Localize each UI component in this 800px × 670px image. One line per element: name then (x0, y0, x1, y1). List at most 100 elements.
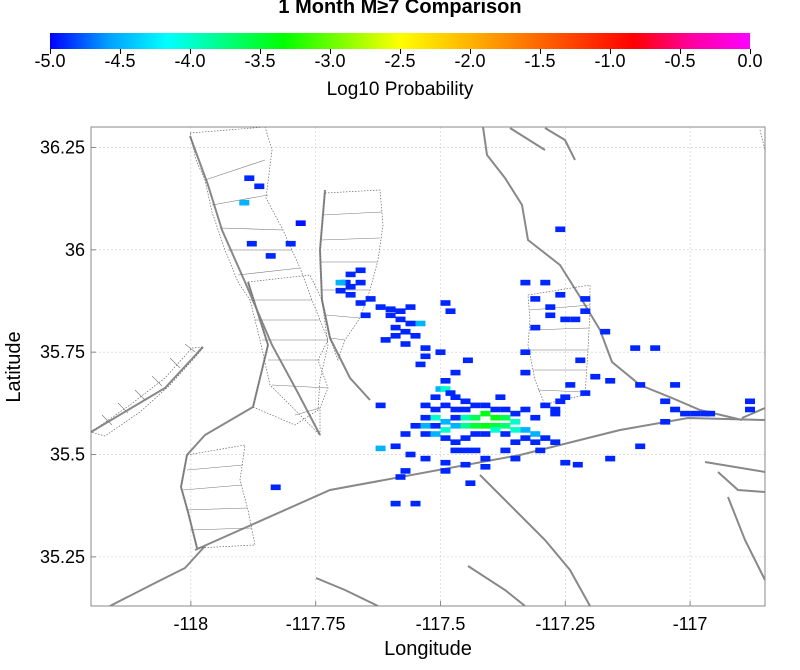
probability-cell (390, 443, 401, 450)
probability-cell (239, 199, 250, 206)
hatch-line (329, 337, 346, 341)
probability-cell (440, 468, 451, 474)
fault-line (91, 346, 204, 433)
fault-line (544, 127, 576, 161)
probability-cell (430, 394, 441, 400)
probability-cell (490, 423, 501, 429)
probability-cell (680, 410, 691, 417)
y-tick-label: 35.5 (50, 445, 85, 465)
probability-cell (395, 316, 406, 323)
probability-cell (420, 414, 431, 421)
probability-cell (670, 406, 681, 413)
colorbar-tick-label: -4.5 (104, 51, 136, 71)
probability-cell (580, 390, 591, 396)
probability-cell (420, 353, 431, 360)
probability-cell (395, 474, 406, 480)
probability-cell (510, 419, 521, 425)
hatch-line (189, 527, 253, 531)
colorbar-tick (49, 49, 51, 54)
probability-cell (450, 406, 461, 413)
probability-cell (540, 435, 551, 441)
probability-cell (540, 279, 551, 286)
probability-cell (745, 406, 755, 413)
fault-line (717, 471, 765, 493)
probability-cell (535, 447, 546, 454)
probability-cell (480, 464, 491, 470)
fault-line (467, 565, 526, 606)
chart-title: 1 Month M≥7 Comparison (278, 0, 522, 18)
hatch-line (325, 314, 361, 319)
fault-line (109, 545, 206, 606)
probability-cell (390, 500, 401, 507)
probability-cell (410, 333, 421, 339)
probability-cell (400, 431, 411, 437)
probability-cell (365, 296, 376, 302)
probability-cell (572, 461, 583, 468)
probability-cell (265, 253, 276, 259)
probability-cell (415, 320, 426, 327)
probability-cell (520, 369, 531, 376)
colorbar-tick (609, 49, 611, 54)
probability-cell (520, 406, 531, 413)
probability-cell (470, 423, 481, 429)
probability-cell (480, 423, 491, 429)
colorbar-tick (329, 49, 331, 54)
y-tick-label: 36 (65, 240, 85, 260)
y-axis: 35.25 35.5 35.75 36 36.25 (40, 137, 96, 567)
probability-cell (530, 439, 541, 445)
fault-zone-outline (759, 129, 765, 151)
probability-cell (550, 439, 561, 445)
probability-cell (560, 316, 571, 323)
probability-cell (690, 410, 701, 417)
y-tick-label: 35.25 (40, 547, 85, 567)
fault-line (194, 416, 765, 551)
colorbar-tick-label: 0.0 (737, 51, 763, 71)
probability-cell (580, 296, 591, 302)
probability-cell (395, 308, 406, 314)
probability-cell (565, 382, 576, 388)
y-tick-label: 36.25 (40, 137, 85, 157)
hatch-line (204, 159, 266, 181)
probability-cell (445, 390, 456, 396)
probability-cell (400, 328, 411, 335)
probability-cell (550, 406, 561, 413)
probability-cell (410, 500, 421, 507)
fault-zone-outline (319, 189, 384, 362)
y-axis-title: Latitude (3, 331, 25, 402)
hatch-line (151, 375, 163, 387)
probability-cell (510, 439, 521, 445)
hatch-line (182, 484, 243, 491)
probability-cell (380, 337, 391, 343)
probability-cell (470, 414, 481, 421)
probability-cell (470, 402, 481, 409)
x-tick-label: -117 (673, 614, 708, 634)
hatch-line (537, 389, 586, 393)
hatch-line (219, 227, 284, 231)
probability-cell (480, 455, 491, 462)
probability-cell (420, 455, 431, 462)
probability-cell (570, 316, 581, 323)
probability-cell (295, 220, 306, 226)
probability-cell (555, 292, 566, 298)
probability-cell (440, 386, 451, 392)
probability-cell (530, 431, 541, 437)
x-tick-label: -117.75 (286, 614, 346, 634)
hatch-line (271, 384, 329, 389)
probability-cell (390, 333, 401, 339)
probability-cell (705, 410, 716, 417)
x-tick-label: -117.25 (535, 614, 595, 634)
fault-line (315, 577, 379, 606)
probability-cell (575, 357, 586, 364)
fault-line (479, 474, 591, 606)
probability-cell (375, 304, 386, 310)
probability-cell (480, 410, 491, 417)
probability-cell (500, 406, 511, 413)
probability-cell (450, 423, 461, 429)
probability-cell (745, 398, 755, 405)
colorbar-tick-label: -0.5 (664, 51, 696, 71)
probability-cell (590, 373, 601, 380)
probability-cell (630, 345, 641, 351)
probability-cell (405, 304, 416, 310)
probability-cell (450, 439, 461, 445)
hatch-line (294, 407, 321, 416)
